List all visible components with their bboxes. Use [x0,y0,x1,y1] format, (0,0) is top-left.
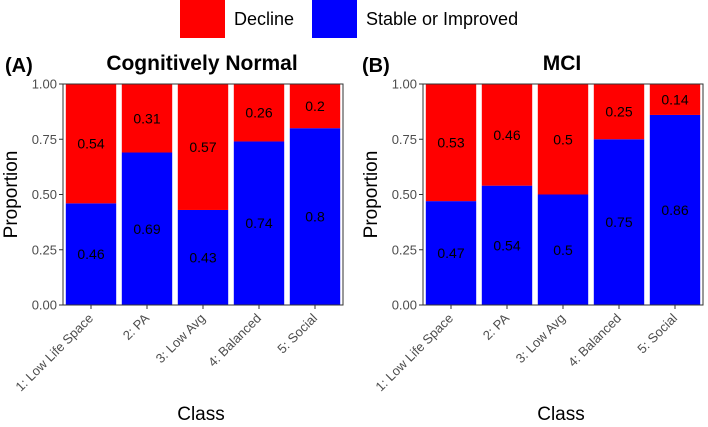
data-label: 0.5 [553,242,573,258]
y-tick-label: 0.25 [392,242,417,257]
panel-tag: (A) [5,55,33,77]
panel-mci: (B) MCI Proportion Class 0.00 0.25 0.50 0.75 1.0… [361,52,704,425]
y-tick-label: 0.75 [392,132,417,147]
y-tick-label: 0.00 [392,298,417,313]
data-label: 0.53 [437,135,464,151]
y-tick-label: 0.50 [392,187,417,202]
y-tick-label: 0.50 [32,187,57,202]
data-label: 0.8 [305,209,325,225]
bar-stable-or-improved [425,201,477,305]
data-label: 0.31 [133,110,160,126]
data-label: 0.46 [77,246,104,262]
y-tick-label: 0.75 [32,132,57,147]
y-axis-title: Proportion [361,151,382,239]
bar-stable-or-improved [65,203,117,305]
x-tick-label: 4: Balanced [565,311,624,370]
y-tick-label: 0.25 [32,242,57,257]
bar-decline [177,84,229,210]
data-label: 0.46 [493,127,520,143]
x-tick-label: 5: Social [274,310,320,356]
data-label: 0.2 [305,98,325,114]
legend: Decline Stable or Improved [180,0,518,38]
data-label: 0.25 [605,104,632,120]
bar-decline [233,84,285,142]
bar-stable-or-improved [481,185,533,305]
bar-stable-or-improved [537,194,589,305]
x-tick-label: 2: PA [120,310,153,343]
data-label: 0.14 [661,91,688,107]
chart-title: MCI [543,52,582,75]
legend-label-decline: Decline [234,9,294,29]
panel-tag: (B) [362,55,390,77]
bar-decline [65,84,117,204]
bar-stable-or-improved [177,209,229,305]
data-label: 0.47 [437,245,464,261]
y-tick-label: 1.00 [392,77,417,92]
chart-title: Cognitively Normal [106,52,297,75]
bar-decline [481,84,533,186]
x-axis-title: Class [177,404,225,425]
bar-stable-or-improved [289,128,341,305]
data-label: 0.43 [189,249,216,265]
data-label: 0.54 [77,136,104,152]
bar-decline [425,84,477,202]
bar-decline [593,84,645,140]
x-axis-title: Class [537,404,585,425]
plot-border [62,83,344,306]
plot-border [422,83,704,306]
data-label: 0.54 [493,237,520,253]
bar-decline [649,84,701,115]
legend-swatch-decline [180,0,225,38]
x-tick-label: 4: Balanced [205,311,264,370]
data-label: 0.74 [245,215,272,231]
y-axis-title: Proportion [1,151,22,239]
bar-stable-or-improved [649,114,701,305]
y-tick-label: 0.00 [32,298,57,313]
data-label: 0.57 [189,139,216,155]
bar-stable-or-improved [233,141,285,305]
legend-label-stable: Stable or Improved [366,9,518,29]
data-label: 0.86 [661,202,688,218]
data-label: 0.75 [605,214,632,230]
panel-cognitively-normal: (A) Cognitively Normal Proportion Class 0.00… [1,52,344,425]
x-tick-label: 3: Low Avg [153,311,208,366]
bar-decline [537,84,589,195]
bar-stable-or-improved [593,139,645,305]
bar-stable-or-improved [121,152,173,305]
x-tick-label: 3: Low Avg [513,311,568,366]
bar-decline [289,84,341,129]
x-tick-label: 5: Social [634,310,680,356]
data-label: 0.69 [133,221,160,237]
y-tick-label: 1.00 [32,77,57,92]
data-label: 0.26 [245,105,272,121]
data-label: 0.5 [553,131,573,147]
x-tick-label: 2: PA [480,310,513,343]
legend-swatch-stable [312,0,357,38]
x-tick-label: 1: Low Life Space [12,311,96,395]
bar-decline [121,84,173,153]
x-tick-label: 1: Low Life Space [372,311,456,395]
